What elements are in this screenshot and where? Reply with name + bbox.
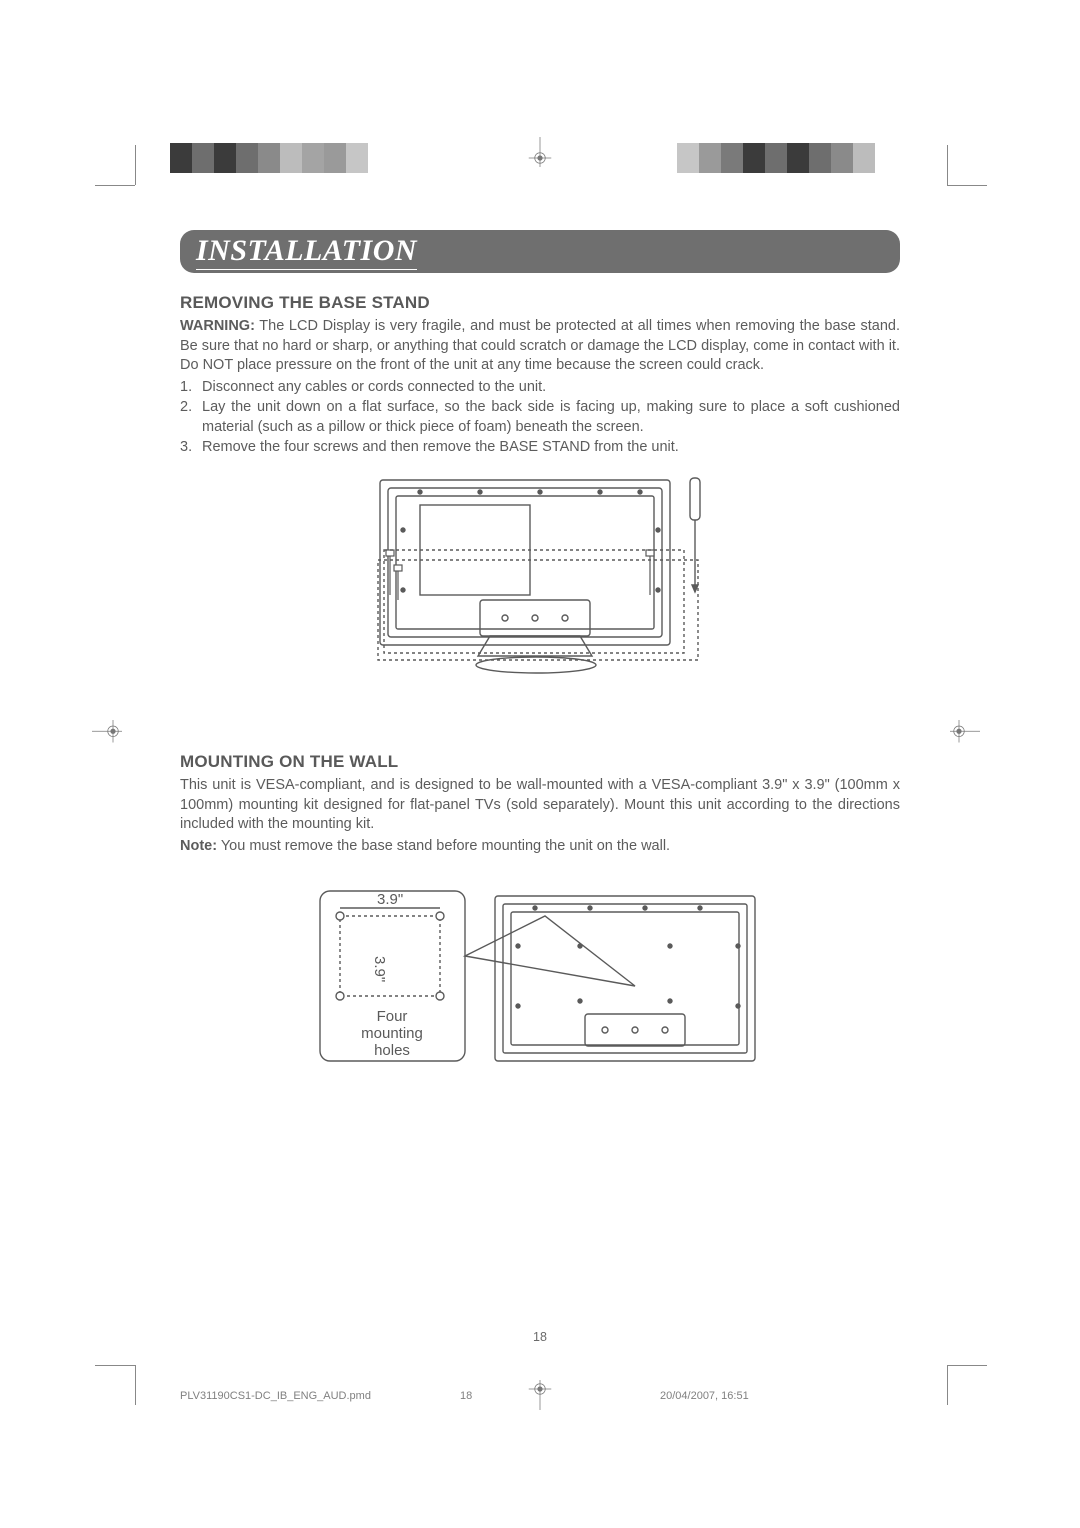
page-content: INSTALLATION REMOVING THE BASE STAND WAR… [180, 230, 900, 1121]
registration-cross [950, 720, 980, 750]
registration-cross [92, 720, 122, 750]
subheading-mounting: MOUNTING ON THE WALL [180, 752, 900, 772]
tv-back-diagram [340, 470, 740, 695]
color-bar [170, 143, 390, 173]
crop-mark [95, 145, 135, 185]
callout-line2: mounting [361, 1025, 423, 1042]
step-item: Disconnect any cables or cords connected… [180, 378, 900, 398]
warning-paragraph: WARNING: The LCD Display is very fragile… [180, 317, 900, 376]
section-mounting: MOUNTING ON THE WALL This unit is VESA-c… [180, 752, 900, 856]
page-number: 18 [533, 1330, 547, 1344]
color-bar [655, 143, 875, 173]
footer-filename: PLV31190CS1-DC_IB_ENG_AUD.pmd [180, 1390, 371, 1402]
step-item: Remove the four screws and then remove t… [180, 438, 900, 458]
dim-v: 3.9" [371, 956, 388, 982]
figure-remove-stand [180, 470, 900, 700]
section-header-title: INSTALLATION [196, 234, 417, 270]
vesa-diagram: 3.9" 3.9" Four mounting holes [315, 886, 765, 1086]
step-item: Lay the unit down on a flat surface, so … [180, 398, 900, 437]
warning-label: WARNING: [180, 318, 255, 334]
figure-mounting: 3.9" 3.9" Four mounting holes [180, 886, 900, 1091]
steps-list: Disconnect any cables or cords connected… [180, 378, 900, 458]
crop-mark [947, 1365, 987, 1405]
subheading-remove-stand: REMOVING THE BASE STAND [180, 293, 900, 313]
warning-text: The LCD Display is very fragile, and mus… [180, 318, 900, 373]
registration-cross [525, 1380, 555, 1410]
note-text: You must remove the base stand before mo… [217, 838, 670, 854]
registration-cross [525, 137, 555, 167]
crop-mark [95, 1365, 135, 1405]
mounting-paragraph: This unit is VESA-compliant, and is desi… [180, 776, 900, 835]
dim-h: 3.9" [377, 891, 403, 908]
mounting-note: Note: You must remove the base stand bef… [180, 837, 900, 857]
callout-line1: Four [377, 1008, 408, 1025]
crop-mark [947, 145, 987, 185]
footer-page: 18 [460, 1390, 472, 1402]
note-label: Note: [180, 838, 217, 854]
section-header-bar: INSTALLATION [180, 230, 900, 273]
footer-timestamp: 20/04/2007, 16:51 [660, 1390, 749, 1402]
callout-line3: holes [374, 1042, 410, 1059]
